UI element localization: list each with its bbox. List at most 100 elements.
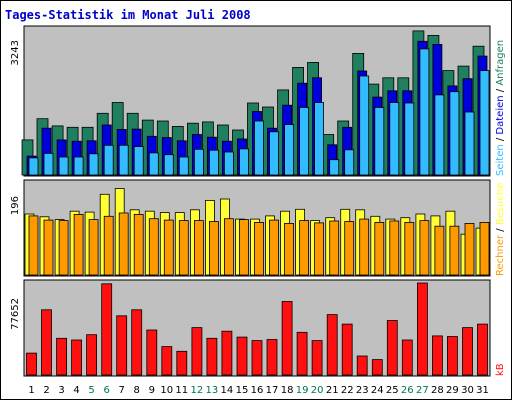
bar-seiten-day-1 <box>28 157 39 176</box>
x-tick-label-day-2: 2 <box>43 385 49 396</box>
bar-rechner-day-13 <box>208 221 219 276</box>
bar-rechner-day-14 <box>223 218 234 276</box>
x-tick-label-day-17: 17 <box>266 385 279 396</box>
x-tick-label-day-23: 23 <box>356 385 369 396</box>
x-tick-label-day-6: 6 <box>104 385 110 396</box>
x-tick-label-day-10: 10 <box>160 385 173 396</box>
bar-kb-day-10 <box>161 346 173 376</box>
legend-entry-kb: kB <box>495 363 506 376</box>
bar-seiten-day-29 <box>449 91 460 176</box>
x-tick-label-day-8: 8 <box>134 385 140 396</box>
x-tick-label-day-25: 25 <box>386 385 399 396</box>
x-tick-label-day-30: 30 <box>461 385 474 396</box>
legend-entry-seiten: Seiten <box>495 144 506 176</box>
bar-seiten-day-7 <box>118 144 129 176</box>
bar-rechner-day-29 <box>449 225 460 276</box>
bar-seiten-day-31 <box>479 70 490 176</box>
x-tick-label-day-7: 7 <box>119 385 125 396</box>
x-tick-label-day-12: 12 <box>191 385 204 396</box>
bar-seiten-day-2 <box>43 152 54 176</box>
bar-kb-day-25 <box>386 320 398 376</box>
bar-kb-day-18 <box>281 301 293 376</box>
bar-seiten-day-9 <box>148 152 159 176</box>
panel-2-ymax-label: 196 <box>10 196 21 215</box>
bar-rechner-day-6 <box>103 215 114 276</box>
bar-kb-day-6 <box>101 283 113 376</box>
bar-rechner-day-7 <box>118 212 129 276</box>
bar-rechner-day-22 <box>344 221 355 276</box>
bar-rechner-day-9 <box>148 218 159 276</box>
bar-rechner-day-23 <box>359 218 370 276</box>
bar-seiten-day-5 <box>88 153 99 176</box>
bar-rechner-day-26 <box>404 221 415 276</box>
bar-seiten-day-25 <box>389 102 400 176</box>
x-tick-label-day-21: 21 <box>326 385 339 396</box>
bar-kb-day-3 <box>56 337 67 376</box>
bar-rechner-day-27 <box>419 220 430 276</box>
bar-seiten-day-17 <box>269 131 279 176</box>
bar-seiten-day-3 <box>58 156 69 176</box>
bar-rechner-day-28 <box>434 225 445 276</box>
bar-kb-day-15 <box>236 336 248 376</box>
bar-rechner-day-4 <box>73 213 84 276</box>
x-tick-label-day-13: 13 <box>206 385 219 396</box>
x-tick-label-day-9: 9 <box>149 385 155 396</box>
x-tick-label-day-31: 31 <box>476 385 489 396</box>
bar-seiten-day-6 <box>103 144 114 176</box>
x-tick-label-day-15: 15 <box>236 385 249 396</box>
bar-rechner-day-25 <box>389 220 400 276</box>
bar-seiten-day-16 <box>254 120 264 176</box>
x-tick-label-day-14: 14 <box>221 385 234 396</box>
bar-kb-day-31 <box>477 323 488 376</box>
bar-kb-day-28 <box>431 335 443 376</box>
legend-entry-besuche: Besuche <box>495 183 506 226</box>
x-tick-label-day-28: 28 <box>431 385 444 396</box>
bar-kb-day-29 <box>446 336 458 376</box>
bar-seiten-day-18 <box>284 124 295 176</box>
bar-seiten-day-22 <box>344 149 355 176</box>
panel-3-ymax-label: 77652 <box>10 298 21 330</box>
bar-rechner-day-21 <box>329 220 340 276</box>
bar-kb-day-5 <box>86 334 97 376</box>
bar-seiten-day-14 <box>223 151 234 176</box>
legend-separator: / <box>495 86 506 96</box>
bar-kb-day-20 <box>311 340 323 376</box>
bar-seiten-day-20 <box>314 102 325 176</box>
bar-rechner-day-31 <box>479 221 490 276</box>
x-tick-label-day-5: 5 <box>88 385 94 396</box>
chart-title: Tages-Statistik im Monat Juli 2008 <box>5 8 251 22</box>
bar-seiten-day-10 <box>163 154 174 176</box>
bar-seiten-day-15 <box>239 148 249 176</box>
legend-top: Seiten / Dateien / Anfragen <box>495 40 506 176</box>
bar-kb-day-23 <box>356 355 368 376</box>
bar-seiten-day-23 <box>359 75 370 176</box>
bar-kb-day-13 <box>206 337 218 376</box>
x-tick-label-day-26: 26 <box>401 385 414 396</box>
legend-separator: / <box>495 135 506 145</box>
x-tick-label-day-20: 20 <box>311 385 324 396</box>
bar-kb-day-14 <box>221 330 233 376</box>
legend-entry-rechner: Rechner <box>495 234 506 276</box>
bar-rechner-day-15 <box>239 219 249 276</box>
bar-seiten-day-28 <box>434 94 445 176</box>
bar-rechner-day-19 <box>299 220 310 276</box>
x-tick-label-day-18: 18 <box>281 385 294 396</box>
bar-seiten-day-19 <box>299 107 310 176</box>
bar-rechner-day-16 <box>254 221 264 276</box>
bar-rechner-day-17 <box>269 219 279 276</box>
bar-seiten-day-24 <box>374 107 385 176</box>
bar-kb-day-11 <box>176 350 188 376</box>
bar-rechner-day-3 <box>58 220 69 276</box>
bar-seiten-day-30 <box>464 111 475 176</box>
x-tick-label-day-11: 11 <box>175 385 188 396</box>
bar-kb-day-19 <box>296 331 308 376</box>
x-tick-label-day-27: 27 <box>416 385 429 396</box>
bar-kb-day-9 <box>146 329 158 376</box>
bar-kb-day-27 <box>416 282 428 376</box>
legend-middle: Rechner / Besuche <box>495 183 506 276</box>
bar-seiten-day-27 <box>419 48 430 176</box>
bar-kb-day-21 <box>326 314 338 376</box>
bar-kb-day-8 <box>131 309 143 376</box>
bar-rechner-day-24 <box>374 221 385 276</box>
